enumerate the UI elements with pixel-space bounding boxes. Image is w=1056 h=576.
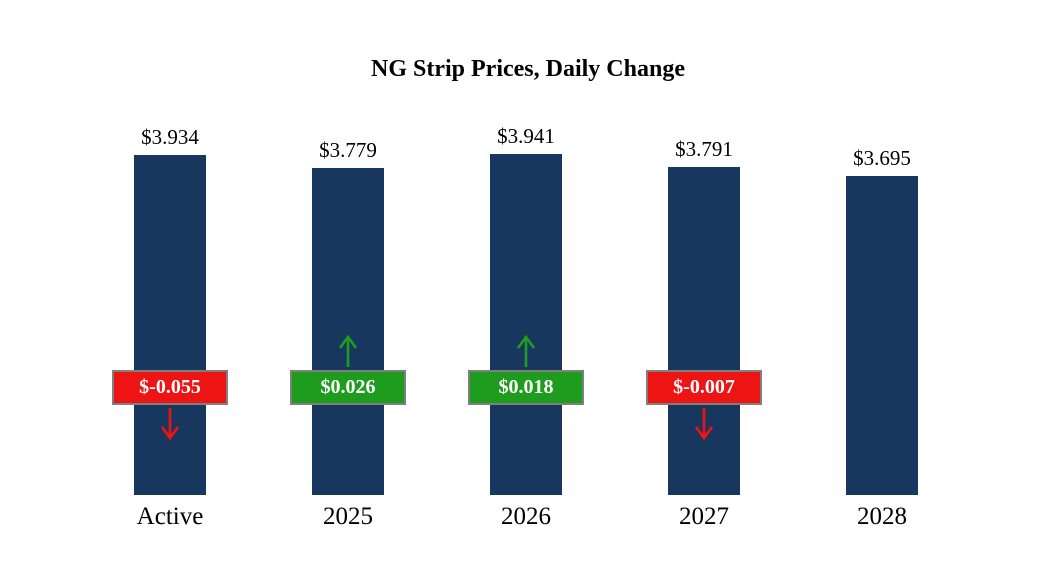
change-badge: $0.026 [290, 370, 406, 405]
chart-title: NG Strip Prices, Daily Change [371, 56, 685, 82]
category-label: 2027 [679, 503, 729, 530]
bar-2025 [312, 168, 384, 495]
change-badge: $-0.007 [646, 370, 762, 405]
down-arrow-icon [157, 406, 183, 447]
up-arrow-icon [513, 333, 539, 374]
bar-value-label: $3.791 [675, 137, 733, 161]
category-label: 2028 [857, 503, 907, 530]
bar-value-label: $3.695 [853, 146, 911, 170]
up-arrow-icon [335, 333, 361, 374]
down-arrow-icon [691, 406, 717, 447]
bar-2026 [490, 154, 562, 495]
bar-value-label: $3.941 [497, 124, 555, 148]
bar-value-label: $3.934 [141, 125, 199, 149]
category-label: 2026 [501, 503, 551, 530]
bar-2027 [668, 167, 740, 495]
change-badge: $0.018 [468, 370, 584, 405]
change-badge: $-0.055 [112, 370, 228, 405]
category-label: 2025 [323, 503, 373, 530]
bar-value-label: $3.779 [319, 138, 377, 162]
category-label: Active [136, 503, 204, 530]
bar-2028 [846, 176, 918, 495]
